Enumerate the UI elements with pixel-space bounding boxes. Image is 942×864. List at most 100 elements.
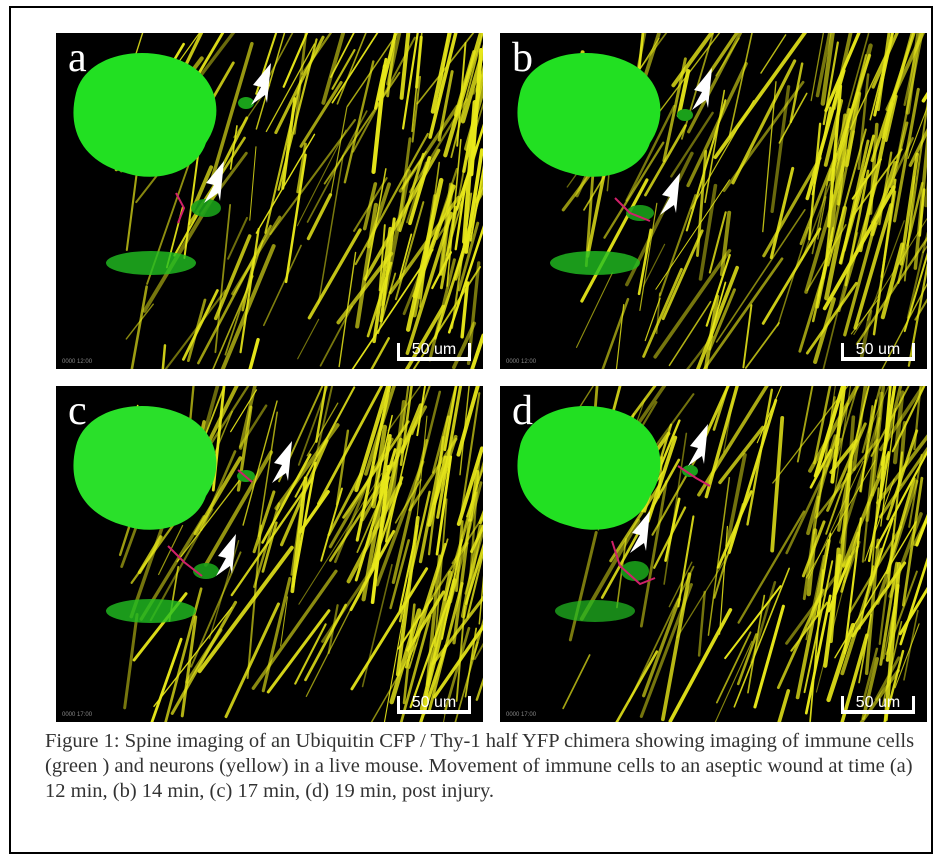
neuron-fiber: [213, 234, 252, 321]
neuron-fiber: [736, 633, 758, 686]
neuron-fiber: [199, 450, 237, 532]
neuron-fiber: [475, 677, 483, 701]
neuron-fiber: [857, 73, 870, 171]
neuron-fiber: [386, 33, 402, 86]
neuron-fiber: [249, 146, 257, 221]
neuron-fiber: [462, 64, 483, 173]
neuron-fiber: [824, 205, 848, 301]
neuron-fiber: [892, 87, 920, 223]
neuron-fiber: [450, 33, 483, 159]
panel-label: c: [68, 388, 87, 434]
neuron-fiber: [282, 33, 309, 88]
neuron-fiber: [294, 623, 327, 685]
neuron-fiber: [907, 263, 927, 367]
neuron-fiber: [428, 258, 456, 362]
neuron-fiber: [431, 386, 458, 474]
neuron-fiber: [723, 397, 734, 453]
neuron-fiber: [671, 33, 714, 88]
neuron-fiber: [906, 99, 927, 247]
neuron-fiber: [687, 33, 743, 134]
neuron-fiber: [642, 597, 681, 698]
neuron-fiber: [804, 149, 850, 294]
neuron-fiber: [437, 70, 454, 142]
neuron-fiber: [805, 281, 858, 355]
neuron-fiber: [346, 33, 399, 108]
neuron-fiber: [823, 553, 842, 668]
neuron-fiber: [464, 627, 478, 698]
neuron-fiber: [912, 515, 927, 546]
neuron-fiber: [826, 622, 856, 703]
neuron-fiber: [447, 225, 483, 334]
micrograph-panel-a: a 50 um 0000 12:00: [56, 33, 483, 369]
neuron-fiber: [871, 33, 899, 89]
neuron-fiber: [353, 177, 388, 232]
neuron-fiber: [331, 49, 356, 90]
neuron-fiber: [431, 595, 483, 666]
neuron-fiber: [338, 251, 357, 368]
neuron-fiber: [262, 244, 302, 327]
scale-label: 50 um: [855, 694, 901, 711]
neuron-fiber: [795, 539, 831, 700]
neuron-fiber: [663, 432, 688, 585]
neuron-fiber: [704, 89, 726, 204]
neuron-fiber: [372, 226, 392, 344]
neuron-fiber: [402, 603, 416, 705]
timestamp: 0000 12:00: [62, 359, 93, 365]
neuron-fiber: [844, 91, 862, 168]
neuron-fiber: [457, 221, 480, 292]
neuron-fiber: [464, 148, 483, 254]
neuron-fiber: [212, 275, 254, 369]
neuron-fiber: [399, 33, 411, 100]
neuron-fiber: [291, 461, 317, 588]
neuron-fiber: [380, 168, 411, 307]
neuron-fiber: [187, 386, 195, 438]
neuron-fiber: [702, 257, 784, 369]
neuron-fiber: [853, 203, 893, 330]
neuron-fiber: [894, 623, 920, 689]
neuron-fiber: [452, 518, 472, 645]
neuron-fiber: [370, 464, 391, 604]
neuron-fiber: [398, 524, 419, 612]
neuron-fiber: [125, 303, 154, 340]
neuron-fiber: [460, 44, 483, 124]
neuron-fiber: [873, 33, 895, 117]
neuron-fiber: [265, 43, 315, 133]
neuron-fiber: [411, 386, 431, 435]
neuron-fiber: [697, 590, 706, 657]
neuron-fiber: [875, 450, 927, 549]
neuron-fiber: [844, 169, 870, 287]
neuron-fiber: [753, 604, 785, 709]
neuron-fiber: [870, 386, 886, 497]
neuron-fiber: [181, 289, 219, 361]
neuron-fiber: [901, 476, 924, 607]
neuron-fiber: [153, 606, 233, 707]
neuron-fiber: [676, 552, 731, 639]
neuron-fiber: [469, 452, 481, 580]
neuron-fiber: [803, 560, 834, 694]
neuron-fiber: [229, 125, 238, 170]
neuron-fiber: [878, 532, 895, 645]
neuron-fiber: [433, 238, 468, 340]
neuron-fiber: [306, 110, 368, 223]
neuron-fiber: [895, 33, 924, 164]
neuron-fiber: [714, 640, 753, 722]
neuron-fiber: [878, 446, 927, 519]
neuron-fiber: [427, 435, 445, 556]
neuron-fiber: [443, 626, 471, 715]
neuron-fiber: [642, 267, 683, 358]
neuron-fiber: [366, 182, 392, 249]
neuron-fiber: [562, 654, 591, 710]
micrograph-image: [56, 33, 483, 369]
neuron-fiber: [433, 624, 483, 699]
neuron-fiber: [840, 633, 869, 722]
neuron-fiber: [306, 402, 339, 457]
neuron-fiber: [642, 243, 666, 287]
neuron-fiber: [246, 524, 263, 680]
neuron-fiber: [331, 33, 379, 104]
neuron-fiber: [343, 60, 375, 184]
neuron-fiber: [355, 386, 392, 542]
neuron-fiber: [266, 609, 331, 694]
neuron-fiber: [241, 255, 257, 312]
neuron-fiber: [813, 386, 832, 465]
neuron-fiber: [342, 420, 410, 519]
